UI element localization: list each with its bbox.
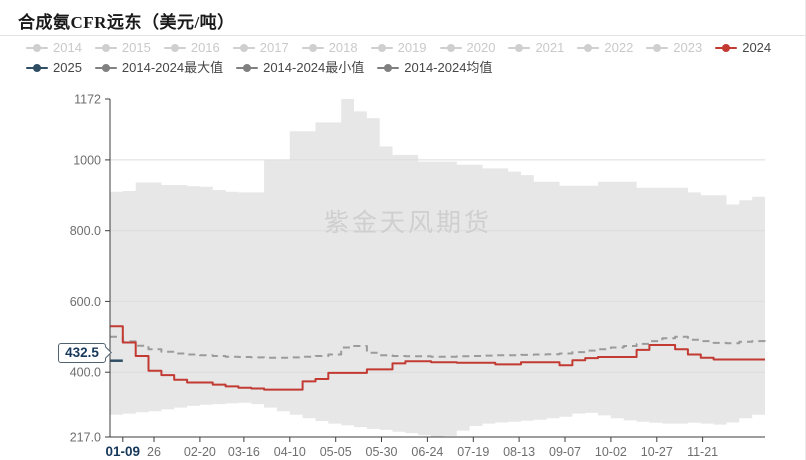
legend-marker-icon (232, 43, 255, 53)
legend-row-1: 2014 2015 2016 2017 2018 2019 2020 2021 2022 2023… (26, 40, 771, 56)
legend-item-label: 2022 (604, 40, 634, 55)
legend-item-label: 2018 (328, 40, 358, 55)
x-tick-label: 07-19 (457, 445, 489, 459)
x-tick-label: 10-02 (595, 445, 627, 459)
legend-marker-icon (646, 43, 669, 53)
legend-marker-icon (94, 43, 117, 53)
legend-marker-icon (715, 43, 738, 53)
legend-item-max[interactable]: 2014-2024最大值 (94, 60, 224, 76)
legend-marker-icon (508, 43, 531, 53)
legend-item-2017[interactable]: 2017 (232, 40, 289, 56)
legend-item-label: 2024 (742, 40, 772, 55)
legend-marker-icon (236, 63, 259, 73)
legend-item-label: 2019 (397, 40, 427, 55)
legend-item-2018[interactable]: 2018 (301, 40, 358, 56)
series-2024-line (110, 325, 765, 391)
legend-item-2015[interactable]: 2015 (94, 40, 151, 56)
legend-row-2: 2025 2014-2024最大值 2014-2024最小值 2014-2024均值 (26, 60, 492, 76)
legend-marker-icon (94, 63, 117, 73)
legend-item-label: 2025 (53, 60, 82, 75)
legend-item-2025[interactable]: 2025 (26, 60, 82, 76)
x-tick-label: 09-07 (549, 445, 581, 459)
range-band (110, 99, 765, 437)
legend-item-label: 2014 (53, 40, 82, 55)
x-tick-label: 04-10 (274, 445, 306, 459)
legend-item-label: 2021 (535, 40, 565, 55)
axis-pointer-value-badge: 432.5 (58, 342, 106, 363)
x-tick-label: 05-05 (320, 445, 352, 459)
legend-marker-icon (26, 43, 48, 53)
legend-item-min[interactable]: 2014-2024最小值 (236, 60, 364, 76)
legend-item-label: 2023 (673, 40, 703, 55)
series-2014-2024均值-line (110, 335, 766, 359)
legend-item-2021[interactable]: 2021 (508, 40, 564, 56)
x-tick-label: 03-16 (228, 445, 260, 459)
legend-item-label: 2017 (259, 40, 289, 55)
legend-item-avg[interactable]: 2014-2024均值 (377, 60, 492, 76)
axes: 1172 1000 800.0 600.0 400.0 217.0 01-09 26 02-20… (70, 93, 765, 459)
x-tick-label: 08-13 (503, 445, 535, 459)
legend-marker-icon (26, 63, 48, 73)
legend-item-2022[interactable]: 2022 (577, 40, 633, 56)
legend-item-label: 2014-2024最大值 (121, 60, 224, 75)
legend-marker-icon (577, 43, 600, 53)
gridlines (110, 159, 765, 373)
legend-marker-icon (377, 63, 400, 73)
legend-item-2023[interactable]: 2023 (646, 40, 702, 56)
chart-title: 合成氨CFR远东（美元/吨） (18, 13, 235, 32)
legend-marker-icon (163, 43, 186, 53)
y-tick-label: 1000 (73, 153, 101, 167)
y-tick-label: 217.0 (70, 431, 101, 445)
legend-item-2014[interactable]: 2014 (26, 40, 82, 56)
y-tick-label: 1172 (74, 93, 101, 107)
legend-item-2019[interactable]: 2019 (370, 40, 427, 56)
legend-item-2020[interactable]: 2020 (439, 40, 496, 56)
x-tick-label-highlighted: 01-09 (106, 444, 141, 459)
legend-marker-icon (439, 43, 462, 53)
x-tick-label: 11-21 (687, 445, 718, 459)
y-tick-label: 800.0 (70, 224, 101, 238)
y-tick-label: 600.0 (70, 295, 101, 309)
x-tick-label: 10-27 (641, 445, 673, 459)
legend-item-2016[interactable]: 2016 (163, 40, 220, 56)
legend-item-2024[interactable]: 2024 (715, 40, 771, 56)
title-divider (0, 35, 805, 36)
x-tick-label: 26 (147, 445, 161, 459)
legend-marker-icon (370, 43, 393, 53)
watermark-text: 紫金天风期货 (324, 209, 492, 237)
legend-item-label: 2015 (121, 40, 151, 55)
x-tick-label: 05-30 (366, 445, 398, 459)
legend-item-label: 2014-2024均值 (404, 60, 493, 75)
x-tick-label: 06-24 (411, 445, 443, 459)
legend-item-label: 2020 (466, 40, 496, 55)
y-tick-label: 400.0 (70, 366, 101, 380)
legend-marker-icon (301, 43, 324, 53)
legend-item-label: 2014-2024最小值 (263, 60, 365, 75)
legend-item-label: 2016 (190, 40, 220, 55)
x-tick-label: 02-20 (184, 445, 216, 459)
